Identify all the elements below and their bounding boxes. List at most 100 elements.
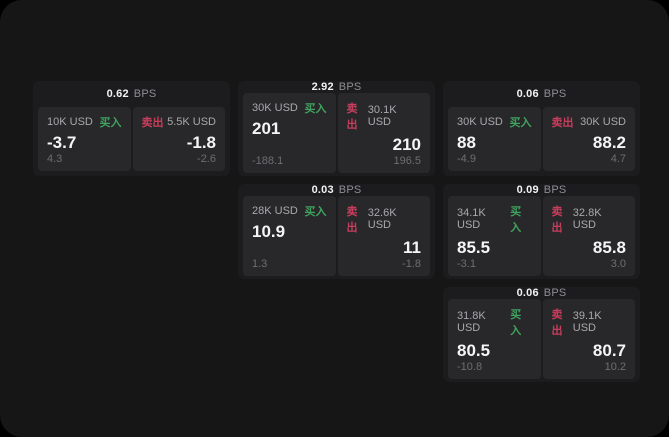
- buy-side-label: 买入: [304, 206, 327, 218]
- sell-amount: 30K USD: [580, 116, 626, 128]
- buy-quote-panel[interactable]: 30K USD 买入 201 -188.1: [243, 93, 336, 173]
- buy-quote-panel[interactable]: 30K USD 买入 88 -4.9: [448, 107, 541, 171]
- sell-panel-top: 卖出 5.5K USD: [142, 114, 217, 130]
- sell-sub-value: 196.5: [393, 155, 421, 167]
- sell-sub-value: 3.0: [610, 258, 626, 270]
- sell-sub-value: -2.6: [197, 153, 216, 165]
- quote-card: 2.92 BPS 30K USD 买入 201 -188.1 卖出 30.1K …: [238, 81, 435, 176]
- sell-panel-top: 卖出 32.8K USD: [552, 203, 627, 235]
- buy-quote-panel[interactable]: 34.1K USD 买入 85.5 -3.1: [448, 196, 541, 276]
- buy-sub-value: -188.1: [252, 155, 284, 167]
- sell-side-label: 卖出: [141, 117, 164, 129]
- card-header: 2.92 BPS: [238, 81, 435, 93]
- buy-amount: 28K USD: [252, 205, 298, 217]
- buy-amount: 30K USD: [252, 102, 298, 114]
- sell-quote-panel[interactable]: 卖出 32.8K USD 85.8 3.0: [542, 196, 635, 276]
- buy-price: 201: [252, 119, 281, 138]
- buy-panel-top: 28K USD 买入: [252, 203, 327, 219]
- buy-sub-value: 4.3: [47, 153, 63, 165]
- quote-card: 0.06 BPS 31.8K USD 买入 80.5 -10.8 卖出 39.1…: [443, 287, 640, 382]
- bps-unit-label: BPS: [543, 287, 567, 299]
- sell-panel-top: 卖出 30K USD: [552, 114, 627, 130]
- card-header: 0.62 BPS: [33, 81, 230, 107]
- sell-panel-top: 卖出 32.6K USD: [347, 203, 422, 235]
- sell-quote-panel[interactable]: 卖出 32.6K USD 11 -1.8: [337, 196, 430, 276]
- sell-side-label: 卖出: [551, 309, 563, 337]
- sell-price: 80.7: [592, 341, 626, 360]
- sell-sub-value: 10.2: [604, 361, 626, 373]
- sell-price: 85.8: [592, 238, 626, 257]
- sell-side-label: 卖出: [346, 103, 358, 131]
- bps-unit-label: BPS: [543, 88, 567, 100]
- buy-price: 80.5: [457, 341, 491, 360]
- sell-sub-value: -1.8: [402, 258, 421, 270]
- card-body: 30K USD 买入 201 -188.1 卖出 30.1K USD 210 1…: [238, 93, 435, 176]
- buy-sub-value: 1.3: [252, 258, 268, 270]
- buy-price: 88: [457, 133, 476, 152]
- sell-amount: 5.5K USD: [167, 116, 216, 128]
- card-body: 30K USD 买入 88 -4.9 卖出 30K USD 88.2 4.7: [443, 107, 640, 176]
- buy-price: -3.7: [47, 133, 77, 152]
- buy-sub-value: -10.8: [457, 361, 483, 373]
- quote-card: 0.03 BPS 28K USD 买入 10.9 1.3 卖出 32.6K US…: [238, 184, 435, 279]
- card-body: 31.8K USD 买入 80.5 -10.8 卖出 39.1K USD 80.…: [443, 299, 640, 382]
- bps-unit-label: BPS: [338, 81, 362, 93]
- buy-amount: 10K USD: [47, 116, 93, 128]
- sell-amount: 39.1K USD: [572, 310, 602, 334]
- bps-value: 2.92: [311, 81, 334, 93]
- bps-value: 0.62: [106, 88, 129, 100]
- card-body: 28K USD 买入 10.9 1.3 卖出 32.6K USD 11 -1.8: [238, 196, 435, 279]
- cards-grid: 0.62 BPS 10K USD 买入 -3.7 4.3 卖出 5.5K USD…: [33, 81, 640, 382]
- buy-side-label: 买入: [304, 103, 327, 115]
- bps-value: 0.03: [311, 184, 334, 196]
- buy-side-label: 买入: [509, 117, 532, 129]
- bps-unit-label: BPS: [338, 184, 362, 196]
- buy-quote-panel[interactable]: 28K USD 买入 10.9 1.3: [243, 196, 336, 276]
- sell-side-label: 卖出: [551, 206, 563, 234]
- card-header: 0.06 BPS: [443, 287, 640, 299]
- quote-card: 0.62 BPS 10K USD 买入 -3.7 4.3 卖出 5.5K USD…: [33, 81, 230, 176]
- sell-amount: 32.6K USD: [367, 207, 397, 231]
- card-body: 10K USD 买入 -3.7 4.3 卖出 5.5K USD -1.8 -2.…: [33, 107, 230, 176]
- buy-sub-value: -4.9: [457, 153, 476, 165]
- sell-quote-panel[interactable]: 卖出 5.5K USD -1.8 -2.6: [132, 107, 225, 171]
- card-header: 0.03 BPS: [238, 184, 435, 196]
- buy-amount: 34.1K USD: [457, 207, 486, 231]
- buy-quote-panel[interactable]: 10K USD 买入 -3.7 4.3: [38, 107, 131, 171]
- bps-value: 0.06: [516, 287, 539, 299]
- buy-amount: 30K USD: [457, 116, 503, 128]
- quote-card: 0.06 BPS 30K USD 买入 88 -4.9 卖出 30K USD 8…: [443, 81, 640, 176]
- sell-price: 88.2: [592, 133, 626, 152]
- bps-value: 0.09: [516, 184, 539, 196]
- buy-panel-top: 30K USD 买入: [457, 114, 532, 130]
- buy-side-label: 买入: [510, 309, 522, 337]
- buy-amount: 31.8K USD: [457, 310, 486, 334]
- buy-panel-top: 30K USD 买入: [252, 100, 327, 116]
- bps-unit-label: BPS: [543, 184, 567, 196]
- sell-amount: 30.1K USD: [367, 104, 397, 128]
- buy-price: 85.5: [457, 238, 491, 257]
- sell-price: 11: [403, 238, 421, 257]
- sell-sub-value: 4.7: [610, 153, 626, 165]
- sell-quote-panel[interactable]: 卖出 30K USD 88.2 4.7: [542, 107, 635, 171]
- sell-price: -1.8: [186, 133, 216, 152]
- card-header: 0.06 BPS: [443, 81, 640, 107]
- bps-value: 0.06: [516, 88, 539, 100]
- buy-quote-panel[interactable]: 31.8K USD 买入 80.5 -10.8: [448, 299, 541, 379]
- sell-quote-panel[interactable]: 卖出 39.1K USD 80.7 10.2: [542, 299, 635, 379]
- buy-price: 10.9: [252, 222, 286, 241]
- sell-side-label: 卖出: [551, 117, 574, 129]
- card-header: 0.09 BPS: [443, 184, 640, 196]
- sell-panel-top: 卖出 39.1K USD: [552, 306, 627, 338]
- bps-unit-label: BPS: [133, 88, 157, 100]
- sell-side-label: 卖出: [346, 206, 358, 234]
- buy-panel-top: 34.1K USD 买入: [457, 203, 532, 235]
- buy-panel-top: 10K USD 买入: [47, 114, 122, 130]
- sell-panel-top: 卖出 30.1K USD: [347, 100, 422, 132]
- card-body: 34.1K USD 买入 85.5 -3.1 卖出 32.8K USD 85.8…: [443, 196, 640, 279]
- sell-price: 210: [392, 135, 421, 154]
- buy-side-label: 买入: [510, 206, 522, 234]
- sell-quote-panel[interactable]: 卖出 30.1K USD 210 196.5: [337, 93, 430, 173]
- quote-card: 0.09 BPS 34.1K USD 买入 85.5 -3.1 卖出 32.8K…: [443, 184, 640, 279]
